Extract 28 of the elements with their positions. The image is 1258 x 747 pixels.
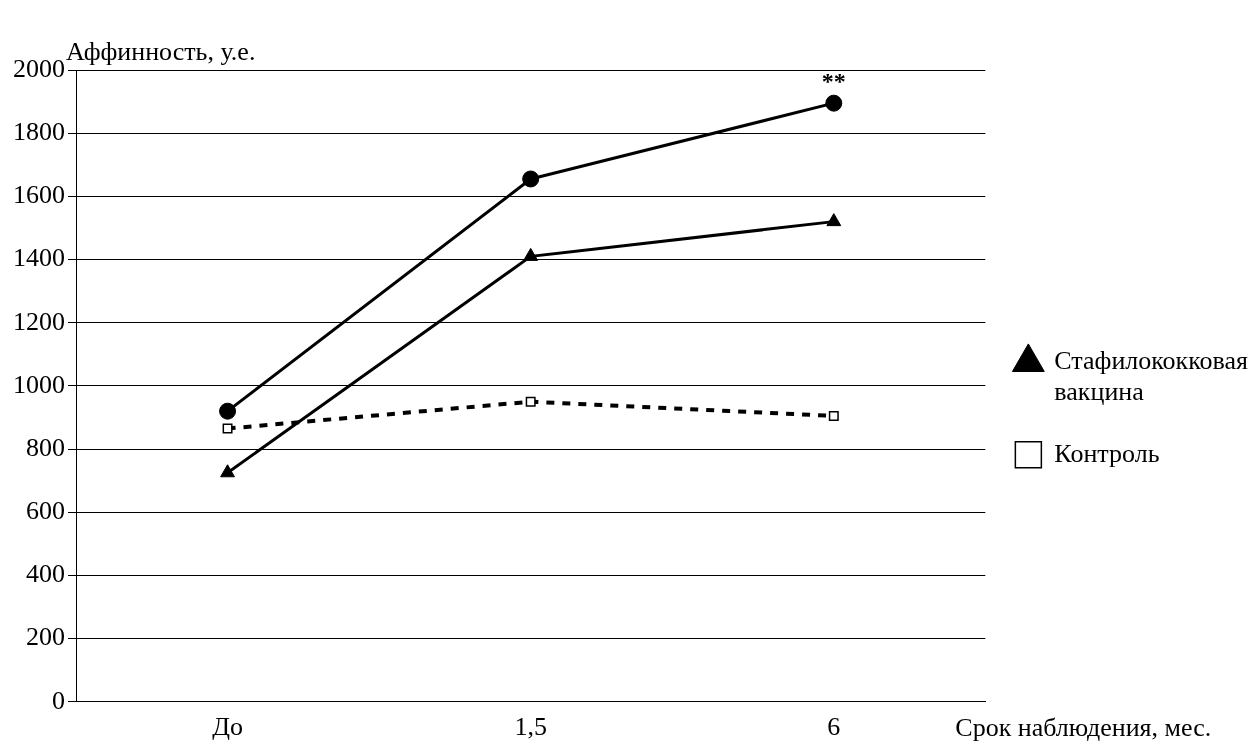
y-tick-label: 0 <box>52 685 65 715</box>
point <box>525 396 536 407</box>
y-tick-label: 600 <box>26 496 65 526</box>
point <box>222 423 233 434</box>
y-tick-label: 800 <box>26 432 65 462</box>
y-tick-label: 400 <box>26 559 65 589</box>
x-axis-title: Срок наблюдения, мес. <box>955 712 1212 742</box>
x-tick-label: До <box>212 712 243 742</box>
y-tick-label: 1600 <box>13 180 65 210</box>
legend-label: Контроль <box>1054 438 1160 468</box>
annotation: ** <box>821 68 846 95</box>
point <box>522 170 540 188</box>
point <box>219 402 237 420</box>
point <box>220 464 235 478</box>
y-tick-label: 200 <box>26 622 65 652</box>
point <box>825 94 843 112</box>
legend-label: Стафилококковая вакцина <box>1054 346 1249 407</box>
y-tick-label: 2000 <box>13 53 65 83</box>
x-tick-label: 6 <box>827 712 841 742</box>
point <box>523 247 539 261</box>
x-tick-label: 1,5 <box>514 712 547 742</box>
y-axis-title: Аффинность, у.е. <box>66 36 256 66</box>
y-tick-label: 1400 <box>13 243 65 273</box>
y-tick-label: 1800 <box>13 117 65 147</box>
point <box>826 213 842 227</box>
y-tick-label: 1200 <box>13 306 65 336</box>
y-tick-label: 1000 <box>13 369 65 399</box>
point <box>828 410 839 421</box>
